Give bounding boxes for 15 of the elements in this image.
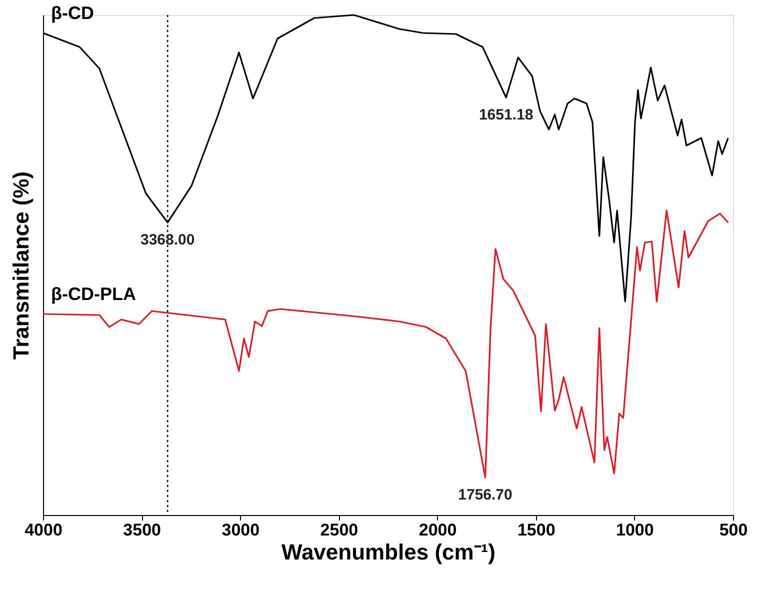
series-label: β-CD [51,3,94,23]
x-axis-title: Wavenumbles (cm⁻¹) [281,540,496,564]
x-tick-label: 500 [719,520,748,540]
series-label: β-CD-PLA [51,284,136,304]
annotation: 1756.70 [458,486,512,504]
x-tick-label: 3000 [222,520,260,540]
x-tick-label: 2500 [320,520,358,540]
x-tick-label: 3500 [123,520,161,540]
annotation: 3368.00 [140,232,195,248]
y-axis-title: Transmitlance (%) [8,171,34,360]
x-tick-label: 1000 [616,520,654,540]
annotation: 1651.18 [478,106,534,124]
x-tick-label: 1500 [517,520,556,540]
x-tick-label: 4000 [24,520,62,540]
x-tick-label: 2000 [418,520,457,540]
